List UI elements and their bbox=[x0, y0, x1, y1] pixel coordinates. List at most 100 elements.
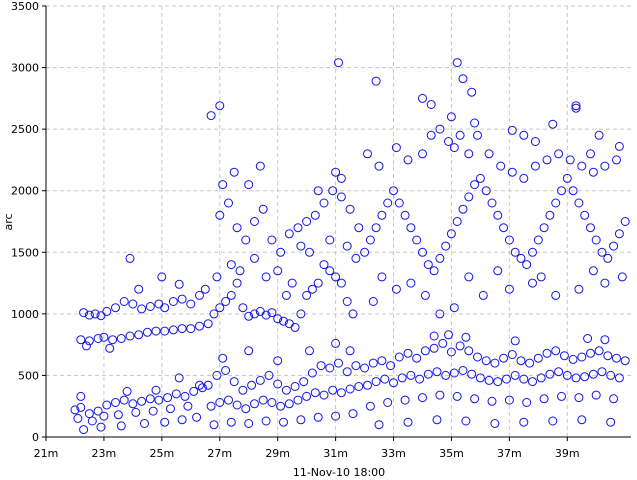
data-point bbox=[261, 416, 271, 426]
data-point bbox=[224, 198, 233, 208]
y-tick-label: 500 bbox=[18, 369, 39, 382]
data-point bbox=[528, 247, 537, 257]
data-point bbox=[429, 331, 439, 341]
data-point bbox=[545, 210, 555, 220]
data-point bbox=[134, 330, 144, 340]
data-point bbox=[281, 290, 291, 300]
data-point bbox=[449, 303, 459, 313]
data-point bbox=[519, 130, 529, 140]
data-point bbox=[218, 353, 228, 363]
data-point bbox=[470, 118, 480, 128]
data-point bbox=[493, 210, 503, 220]
data-point bbox=[273, 379, 283, 389]
data-point bbox=[533, 235, 543, 245]
data-point bbox=[76, 402, 86, 412]
data-point bbox=[116, 421, 126, 431]
y-tick-label: 0 bbox=[32, 431, 39, 444]
x-tick-label: 21m bbox=[34, 447, 59, 460]
data-point bbox=[200, 284, 210, 294]
data-point bbox=[461, 416, 471, 426]
data-point bbox=[571, 373, 581, 383]
data-point bbox=[331, 338, 341, 348]
data-point bbox=[363, 149, 372, 159]
data-point bbox=[446, 347, 456, 357]
data-point bbox=[276, 247, 286, 257]
data-point bbox=[226, 260, 236, 270]
data-point bbox=[441, 241, 451, 251]
data-point bbox=[504, 395, 514, 405]
data-point bbox=[148, 406, 158, 416]
data-point bbox=[580, 372, 590, 382]
data-point bbox=[244, 419, 254, 428]
data-point bbox=[287, 278, 297, 288]
data-point bbox=[464, 346, 474, 356]
data-point bbox=[559, 351, 569, 361]
data-point bbox=[455, 341, 465, 351]
data-point bbox=[522, 398, 532, 407]
data-point bbox=[125, 253, 135, 263]
data-point bbox=[363, 380, 372, 390]
y-tick-label: 1500 bbox=[11, 246, 39, 259]
data-point bbox=[319, 390, 329, 400]
data-point bbox=[467, 369, 477, 379]
data-point bbox=[302, 217, 312, 226]
data-point bbox=[551, 290, 561, 300]
data-point bbox=[403, 348, 413, 358]
data-point bbox=[528, 278, 537, 288]
data-point bbox=[539, 223, 549, 233]
data-point bbox=[221, 297, 231, 306]
data-point bbox=[620, 356, 630, 366]
data-point bbox=[418, 149, 427, 159]
data-point bbox=[218, 180, 228, 190]
data-point bbox=[258, 395, 268, 405]
data-point bbox=[614, 141, 624, 151]
data-point bbox=[281, 385, 291, 395]
data-point bbox=[258, 204, 268, 214]
data-point bbox=[273, 266, 283, 276]
data-point bbox=[111, 398, 120, 407]
data-point bbox=[296, 415, 306, 425]
data-point bbox=[241, 235, 251, 245]
data-point bbox=[588, 167, 598, 177]
data-point bbox=[586, 348, 595, 358]
data-point bbox=[157, 272, 167, 282]
data-point bbox=[554, 367, 564, 377]
data-point bbox=[562, 370, 572, 380]
data-point bbox=[261, 272, 271, 282]
data-point bbox=[226, 290, 236, 300]
data-point bbox=[284, 399, 294, 409]
data-point bbox=[600, 161, 610, 171]
data-point bbox=[307, 284, 317, 294]
data-point bbox=[403, 417, 413, 427]
data-point bbox=[76, 335, 86, 345]
axes bbox=[42, 5, 631, 441]
data-point bbox=[481, 356, 491, 366]
data-point bbox=[571, 101, 581, 111]
data-point bbox=[250, 399, 259, 409]
data-point bbox=[484, 375, 494, 385]
data-point bbox=[481, 186, 491, 196]
data-point bbox=[119, 395, 129, 405]
data-point bbox=[452, 217, 462, 226]
data-point bbox=[232, 400, 242, 410]
data-point bbox=[383, 198, 393, 208]
data-point bbox=[296, 241, 306, 251]
data-point bbox=[154, 395, 164, 405]
data-point bbox=[244, 180, 254, 190]
data-point bbox=[76, 391, 86, 401]
data-point bbox=[186, 299, 196, 309]
data-point bbox=[371, 76, 381, 86]
data-point bbox=[360, 363, 370, 373]
data-point bbox=[371, 377, 381, 387]
data-point bbox=[403, 155, 413, 165]
data-point bbox=[111, 303, 120, 313]
data-point bbox=[586, 149, 595, 159]
data-point bbox=[273, 356, 283, 366]
data-point bbox=[342, 297, 352, 306]
data-point bbox=[545, 369, 555, 379]
data-point bbox=[461, 332, 471, 342]
data-point bbox=[415, 374, 425, 384]
data-point bbox=[195, 290, 204, 300]
data-point bbox=[250, 217, 259, 226]
data-point bbox=[609, 394, 619, 404]
